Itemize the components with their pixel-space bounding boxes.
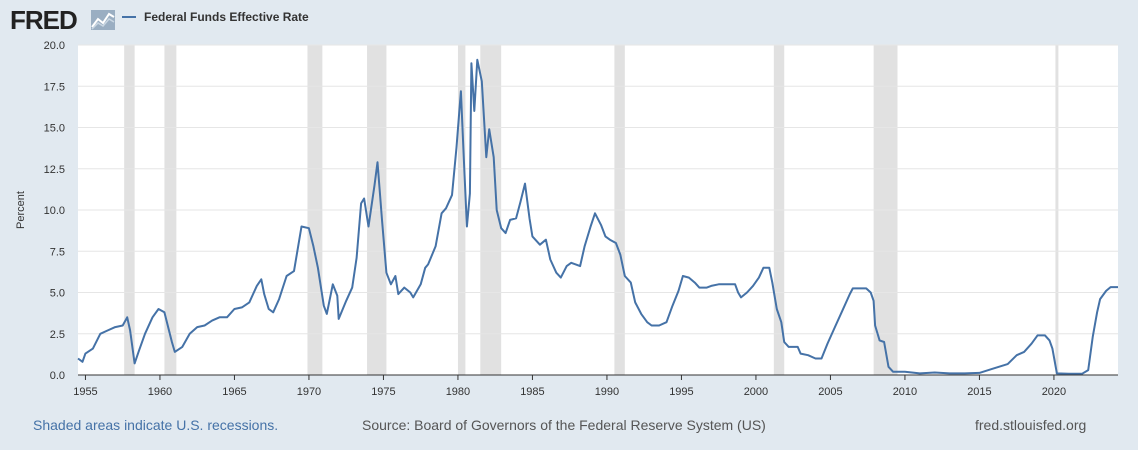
- x-tick-label: 1995: [669, 386, 693, 398]
- site-link[interactable]: fred.stlouisfed.org: [975, 417, 1087, 433]
- y-tick-label: 7.5: [50, 246, 65, 258]
- x-tick-label: 2010: [893, 386, 917, 398]
- y-tick-label: 0.0: [50, 370, 65, 382]
- y-tick-label: 15.0: [44, 123, 65, 135]
- y-tick-label: 2.5: [50, 329, 65, 341]
- y-axis-label: Percent: [15, 191, 27, 229]
- x-tick-label: 1985: [520, 386, 544, 398]
- x-axis-ticks: 1955 1960 1965 1970 1975 1980 1985 1990 1995 2000…: [73, 375, 1066, 398]
- legend-swatch: [122, 16, 136, 18]
- series-group: [77, 58, 1118, 375]
- x-tick-label: 2000: [744, 386, 768, 398]
- y-tick-label: 5.0: [50, 288, 65, 300]
- recession-note[interactable]: Shaded areas indicate U.S. recessions.: [33, 417, 279, 433]
- x-tick-label: 2015: [967, 386, 991, 398]
- chart-legend[interactable]: Federal Funds Effective Rate: [122, 10, 309, 24]
- source-note: Source: Board of Governors of the Federa…: [362, 417, 766, 433]
- grid-lines: [78, 44, 1118, 335]
- y-tick-label: 10.0: [44, 205, 65, 217]
- y-tick-label: 20.0: [44, 40, 65, 52]
- x-tick-label: 1955: [73, 386, 97, 398]
- logo-text: FRED: [10, 5, 78, 35]
- x-tick-label: 2005: [818, 386, 842, 398]
- x-tick-label: 1990: [595, 386, 619, 398]
- y-axis-ticks: 0.0 2.5 5.0 7.5 10.0 12.5 15.0 17.5 20.0: [44, 40, 65, 382]
- series-line[interactable]: [77, 58, 1118, 375]
- x-tick-label: 1960: [148, 386, 172, 398]
- y-tick-label: 17.5: [44, 81, 65, 93]
- y-tick-label: 12.5: [44, 164, 65, 176]
- x-tick-label: 2020: [1042, 386, 1066, 398]
- x-tick-label: 1965: [222, 386, 246, 398]
- x-tick-label: 1975: [371, 386, 395, 398]
- x-tick-label: 1980: [446, 386, 470, 398]
- header: FRED Federal Funds Effective Rate: [0, 0, 1138, 40]
- legend-label: Federal Funds Effective Rate: [144, 10, 309, 24]
- fred-chart-icon: [91, 10, 115, 30]
- x-tick-label: 1970: [297, 386, 321, 398]
